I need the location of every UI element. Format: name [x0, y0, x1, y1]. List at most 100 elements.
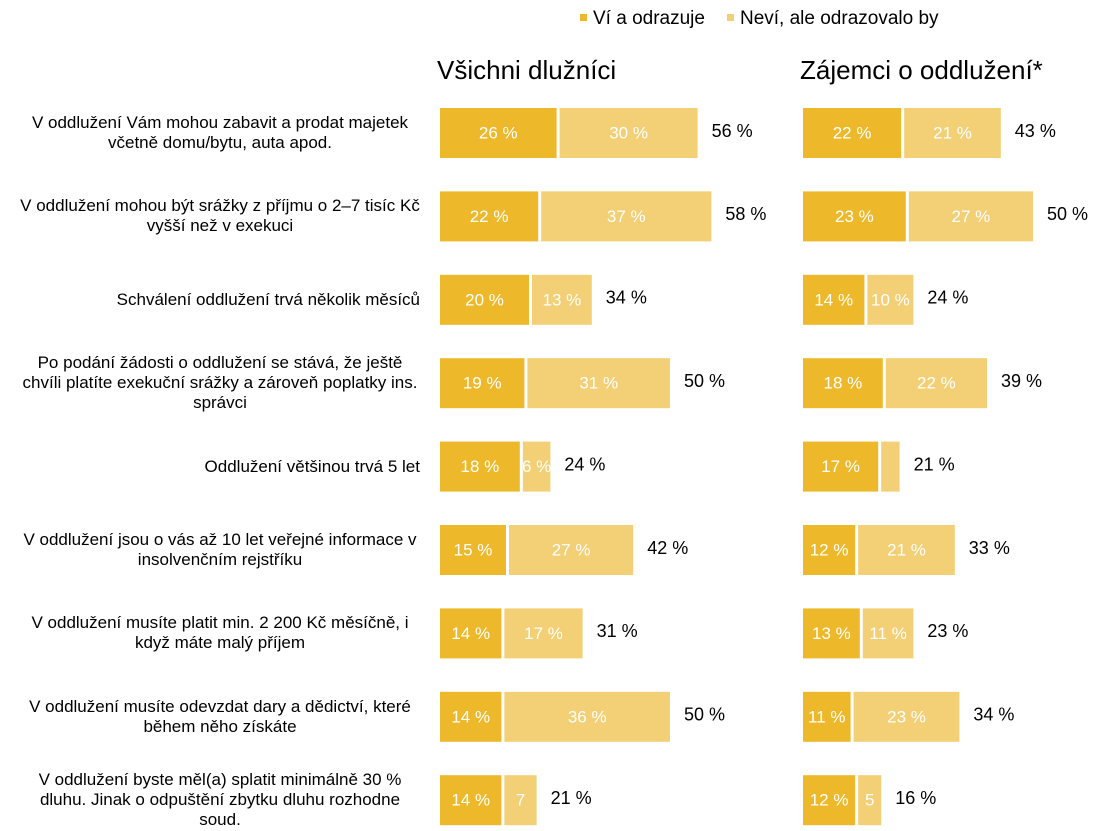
- category-label: V oddlužení jsou o vás až 10 let veřejné…: [10, 510, 420, 590]
- bar-segment: [803, 191, 906, 242]
- bar-segment: [803, 608, 860, 659]
- segment-label: 26 %: [479, 123, 518, 142]
- legend-swatch: [580, 14, 587, 21]
- segment-label: 5: [865, 791, 874, 810]
- total-label: 58 %: [725, 204, 766, 224]
- bar-segment: [440, 691, 502, 742]
- bar-segment: [440, 108, 557, 158]
- segment-label: 7: [516, 791, 525, 810]
- segment-label: 14 %: [814, 290, 853, 309]
- bar-segment: [858, 775, 882, 826]
- bar-segment: [803, 274, 865, 325]
- total-label: 56 %: [712, 121, 753, 141]
- total-label: 31 %: [597, 621, 638, 641]
- bar-segment: [522, 441, 551, 492]
- total-label: 33 %: [969, 538, 1010, 558]
- category-label: V oddlužení Vám mohou zabavit a prodat m…: [10, 93, 420, 173]
- segment-label: 11 %: [869, 624, 907, 643]
- category-text: V oddlužení Vám mohou zabavit a prodat m…: [31, 113, 409, 152]
- bar-segment: [853, 691, 960, 742]
- segment-label: 23 %: [835, 207, 874, 226]
- bar-segment: [504, 691, 670, 742]
- segment-label: 18 %: [824, 374, 863, 393]
- segment-label: 12 %: [810, 540, 849, 559]
- bar-segment: [803, 358, 883, 409]
- segment-label: 21 %: [933, 123, 972, 142]
- bar-segment: [440, 441, 520, 492]
- category-label: V oddlužení musíte platit min. 2 200 Kč …: [10, 593, 420, 673]
- segment-label: 36 %: [568, 707, 607, 726]
- bar-segment: [440, 358, 525, 409]
- segment-label: 23 %: [887, 707, 926, 726]
- segment-label: 22 %: [833, 123, 872, 142]
- total-label: 34 %: [606, 288, 647, 308]
- bar-segment: [867, 274, 914, 325]
- total-label: 50 %: [1047, 204, 1088, 224]
- segment-label: 31 %: [579, 374, 618, 393]
- bar-segment: [440, 608, 502, 659]
- total-label: 42 %: [647, 538, 688, 558]
- segment-label: 12 %: [810, 791, 849, 810]
- bar-segment: [440, 191, 539, 242]
- bar-segment: [440, 274, 529, 325]
- bar-segment: [803, 691, 851, 742]
- category-text: Oddlužení většinou trvá 5 let: [204, 456, 420, 476]
- total-label: 43 %: [1015, 121, 1056, 141]
- category-text: V oddlužení jsou o vás až 10 let veřejné…: [23, 530, 417, 569]
- bar-segment: [504, 608, 583, 659]
- legend-label: Ví a odrazuje: [593, 8, 705, 29]
- segment-label: 11 %: [808, 707, 846, 726]
- segment-label: 17 %: [821, 457, 860, 476]
- category-text: V oddlužení musíte platit min. 2 200 Kč …: [31, 613, 409, 653]
- bar-segment: [509, 525, 634, 575]
- segment-label: 37 %: [607, 207, 646, 226]
- segment-label: 17 %: [524, 624, 563, 643]
- bar-segment: [559, 108, 698, 158]
- segment-label: 14 %: [451, 624, 490, 643]
- total-label: 21 %: [551, 788, 592, 808]
- segment-label: 14 %: [451, 791, 490, 810]
- segment-label: 6 %: [522, 457, 551, 476]
- bar-segment: [532, 274, 592, 325]
- category-label: Po podání žádosti o oddlužení se stává, …: [10, 343, 420, 423]
- total-label: 34 %: [973, 705, 1014, 725]
- category-label: V oddlužení musíte odevzdat dary a dědic…: [10, 677, 420, 757]
- bar-segment: [858, 525, 955, 575]
- category-label: Schválení oddlužení trvá několik měsíců: [10, 260, 420, 340]
- bar-segment: [803, 525, 856, 575]
- category-text: Po podání žádosti o oddlužení se stává, …: [22, 353, 418, 413]
- segment-label: 27 %: [552, 540, 591, 559]
- segment-label: 19 %: [463, 374, 502, 393]
- total-label: 24 %: [564, 454, 605, 474]
- segment-label: 22 %: [917, 374, 956, 393]
- category-label: V oddlužení mohou být srážky z příjmu o …: [10, 176, 420, 256]
- total-label: 16 %: [895, 788, 936, 808]
- category-label: Oddlužení většinou trvá 5 let: [10, 427, 420, 507]
- bar-segment: [440, 525, 506, 575]
- category-text: V oddlužení musíte odevzdat dary a dědic…: [29, 696, 411, 736]
- bar-segment: [881, 441, 900, 492]
- bar-segment: [908, 191, 1033, 242]
- bar-segment: [527, 358, 670, 409]
- bar-segment: [862, 608, 914, 659]
- total-label: 21 %: [914, 454, 955, 474]
- bar-segment: [803, 441, 879, 492]
- bar-segment: [904, 108, 1001, 158]
- segment-label: 30 %: [609, 123, 648, 142]
- segment-label: 15 %: [454, 540, 493, 559]
- category-text: V oddlužení byste měl(a) splatit minimál…: [38, 770, 402, 830]
- bar-segment: [803, 775, 856, 826]
- bar-segment: [504, 775, 537, 826]
- segment-label: 18 %: [461, 457, 500, 476]
- bar-segment: [803, 108, 902, 158]
- total-label: 24 %: [927, 288, 968, 308]
- total-label: 39 %: [1001, 371, 1042, 391]
- total-label: 50 %: [684, 371, 725, 391]
- bar-segment: [885, 358, 987, 409]
- bar-segment: [541, 191, 712, 242]
- segment-label: 27 %: [952, 207, 991, 226]
- category-label: V oddlužení byste měl(a) splatit minimál…: [10, 760, 420, 831]
- total-label: 23 %: [927, 621, 968, 641]
